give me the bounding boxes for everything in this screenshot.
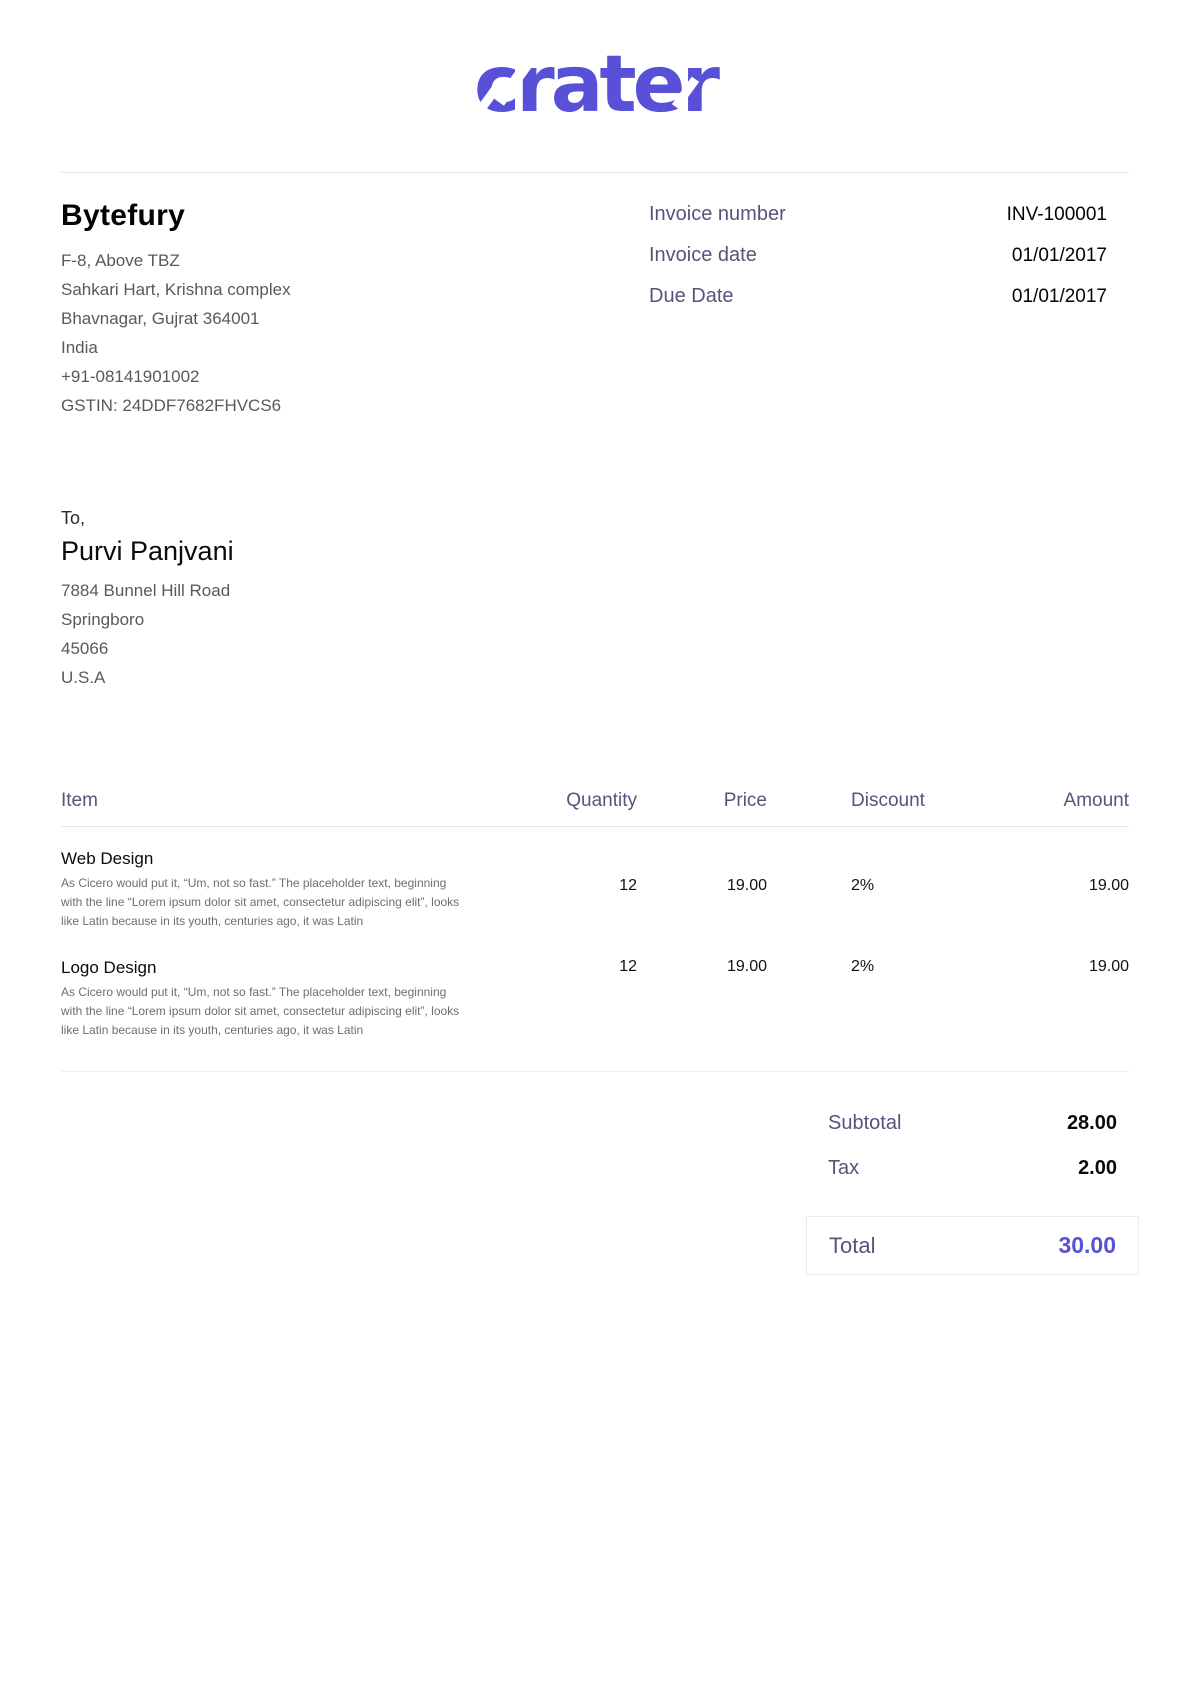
company-phone: +91-08141901002: [61, 367, 200, 386]
item-discount: 2%: [851, 877, 875, 894]
table-row: Logo Design As Cicero would put it, “Um,…: [61, 931, 1129, 1072]
invoice-date-row: Invoice date 01/01/2017: [649, 244, 1107, 285]
bill-to-prefix: To,: [61, 508, 86, 528]
column-header-item: Item: [61, 790, 485, 827]
item-name: Web Design: [61, 849, 154, 868]
column-header-quantity: Quantity: [485, 790, 637, 827]
invoice-number-label: Invoice number: [649, 203, 786, 225]
item-description: As Cicero would put it, “Um, not so fast…: [61, 985, 460, 1037]
total-amount: 30.00: [1058, 1232, 1116, 1258]
customer-address-line: 7884 Bunnel Hill Road: [61, 581, 231, 600]
company-address-line: F-8, Above TBZ: [61, 251, 180, 270]
total-label: Total: [829, 1232, 876, 1258]
company-address-line: Sahkari Hart, Krishna complex: [61, 280, 291, 299]
items-table: Item Quantity Price Discount Amount Web …: [61, 790, 1129, 1072]
subtotal-label: Subtotal: [828, 1112, 902, 1134]
item-name: Logo Design: [61, 958, 157, 977]
customer-address: 7884 Bunnel Hill Road Springboro 45066 U…: [61, 576, 1129, 692]
column-header-price: Price: [637, 790, 767, 827]
customer-name: Purvi Panjvani: [61, 536, 234, 566]
totals-section: Subtotal 28.00 Tax 2.00 Total 30.00: [806, 1112, 1139, 1275]
due-date-value: 01/01/2017: [1011, 286, 1107, 307]
items-table-header-row: Item Quantity Price Discount Amount: [61, 790, 1129, 827]
subtotal-row: Subtotal 28.00: [806, 1112, 1139, 1157]
tax-row: Tax 2.00: [806, 1157, 1139, 1202]
column-header-discount: Discount: [767, 790, 941, 827]
item-quantity: 12: [485, 931, 637, 1072]
company-address-line: Bhavnagar, Gujrat 364001: [61, 309, 260, 328]
tax-value: 2.00: [1078, 1157, 1117, 1179]
company-info: Bytefury F-8, Above TBZ Sahkari Hart, Kr…: [61, 199, 291, 420]
invoice-date-value: 01/01/2017: [1011, 245, 1107, 266]
due-date-label: Due Date: [649, 285, 734, 307]
items-section: Item Quantity Price Discount Amount Web …: [61, 790, 1129, 1072]
invoice-number-row: Invoice number INV-100001: [649, 203, 1107, 244]
item-description: As Cicero would put it, “Um, not so fast…: [61, 876, 460, 928]
customer-address-line: U.S.A: [61, 668, 106, 687]
item-discount: 2%: [767, 931, 941, 1072]
item-cell: Web Design As Cicero would put it, “Um, …: [61, 827, 485, 932]
subtotal-value: 28.00: [1066, 1112, 1117, 1134]
total-box: Total 30.00: [806, 1216, 1139, 1275]
crater-logo: crater: [474, 42, 720, 128]
tax-label: Tax: [828, 1157, 860, 1179]
header-divider: [61, 172, 1129, 173]
company-name: Bytefury: [61, 199, 186, 232]
item-amount: 19.00: [1088, 877, 1129, 894]
logo-container: crater: [61, 42, 1129, 128]
company-gstin: GSTIN: 24DDF7682FHVCS6: [61, 396, 282, 415]
column-header-amount: Amount: [941, 790, 1129, 827]
item-cell: Logo Design As Cicero would put it, “Um,…: [61, 931, 485, 1072]
company-address-line: India: [61, 338, 98, 357]
bill-to-section: To, Purvi Panjvani 7884 Bunnel Hill Road…: [61, 508, 1129, 692]
invoice-header: Bytefury F-8, Above TBZ Sahkari Hart, Kr…: [61, 199, 1129, 420]
item-amount: 19.00: [941, 931, 1129, 1072]
invoice-number-value: INV-100001: [1006, 204, 1107, 225]
item-quantity: 12: [619, 877, 637, 894]
customer-address-line: Springboro: [61, 610, 145, 629]
invoice-date-label: Invoice date: [649, 244, 757, 266]
customer-address-line: 45066: [61, 639, 109, 658]
invoice-meta: Invoice number INV-100001 Invoice date 0…: [649, 203, 1107, 420]
table-row: Web Design As Cicero would put it, “Um, …: [61, 827, 1129, 932]
due-date-row: Due Date 01/01/2017: [649, 285, 1107, 326]
item-price: 19.00: [637, 931, 767, 1072]
item-price: 19.00: [726, 877, 767, 894]
company-address: F-8, Above TBZ Sahkari Hart, Krishna com…: [61, 246, 291, 420]
